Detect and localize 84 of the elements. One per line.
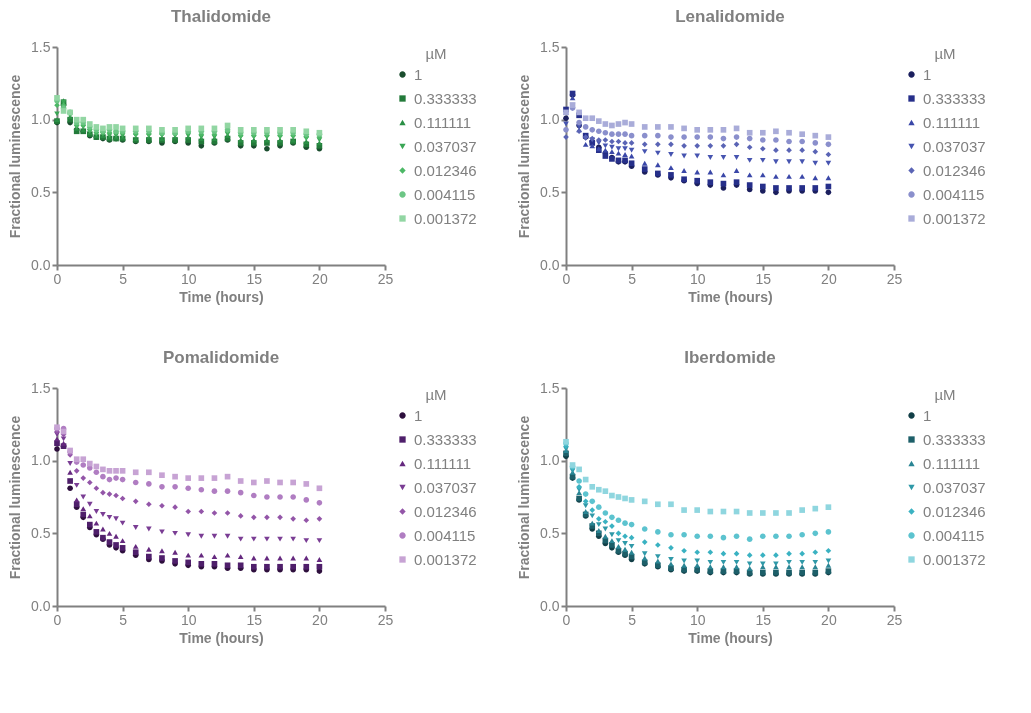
legend-label: 0.012346 <box>923 502 986 520</box>
y-axis-title: Fractional luminescence <box>7 415 24 580</box>
x-tick-label: 10 <box>689 270 706 287</box>
x-tick-label: 25 <box>377 611 394 628</box>
x-tick-label: 0 <box>53 611 62 628</box>
x-tick-label: 0 <box>53 270 62 287</box>
x-tick-label: 20 <box>312 270 328 287</box>
y-tick-label: 0.5 <box>540 524 560 541</box>
y-axis-title: Fractional luminescence <box>516 74 533 239</box>
x-tick-label: 10 <box>180 270 197 287</box>
legend-label: 1 <box>414 65 423 83</box>
y-tick-label: 1.5 <box>31 379 51 396</box>
y-tick-label: 0.5 <box>540 183 560 200</box>
legend-label: 0.012346 <box>414 161 477 179</box>
legend-label: 0.004115 <box>923 526 985 544</box>
legend-label: 0.004115 <box>414 185 476 203</box>
legend-label: 1 <box>923 406 932 424</box>
x-tick-label: 20 <box>821 270 837 287</box>
y-tick-label: 0.5 <box>31 183 51 200</box>
y-tick-label: 0.0 <box>31 256 51 273</box>
x-tick-label: 5 <box>628 270 637 287</box>
x-tick-label: 15 <box>755 270 772 287</box>
x-tick-label: 5 <box>628 611 637 628</box>
x-tick-label: 5 <box>119 611 128 628</box>
legend-label: 0.037037 <box>923 478 986 496</box>
legend-label: 0.004115 <box>923 185 985 203</box>
legend-label: 0.037037 <box>414 478 477 496</box>
y-tick-label: 0.5 <box>31 524 51 541</box>
x-tick-label: 25 <box>886 270 903 287</box>
x-axis-title: Time (hours) <box>179 629 264 646</box>
legend-label: 0.001372 <box>414 209 477 227</box>
y-tick-label: 0.0 <box>540 597 560 614</box>
x-tick-label: 15 <box>246 270 263 287</box>
y-tick-label: 0.0 <box>31 597 51 614</box>
y-axis-title: Fractional luminescence <box>516 415 533 580</box>
x-axis-title: Time (hours) <box>179 288 264 305</box>
chart-title: Thalidomide <box>170 7 272 26</box>
legend-label: 0.333333 <box>923 430 986 448</box>
legend-label: 1 <box>414 406 423 424</box>
x-tick-label: 15 <box>246 611 263 628</box>
x-tick-label: 20 <box>821 611 837 628</box>
legend-label: 0.111111 <box>923 113 980 131</box>
legend-label: 0.001372 <box>923 550 986 568</box>
legend-label: 0.012346 <box>923 161 986 179</box>
legend-label: 0.111111 <box>414 113 471 131</box>
y-tick-label: 0.0 <box>540 256 560 273</box>
legend-label: 0.012346 <box>414 502 477 520</box>
x-tick-label: 0 <box>562 611 571 628</box>
x-tick-label: 20 <box>312 611 328 628</box>
y-tick-label: 1.0 <box>31 111 51 128</box>
x-tick-label: 5 <box>119 270 128 287</box>
chart-title: Lenalidomide <box>675 7 785 26</box>
y-tick-label: 1.5 <box>540 38 560 55</box>
chart-title: Iberdomide <box>684 348 776 367</box>
legend-title: µM <box>425 45 447 62</box>
chart-title: Pomalidomide <box>162 348 280 367</box>
legend-label: 0.037037 <box>414 137 477 155</box>
legend-title: µM <box>934 386 956 403</box>
y-axis-title: Fractional luminescence <box>7 74 24 239</box>
legend-title: µM <box>425 386 447 403</box>
y-tick-label: 1.0 <box>31 452 51 469</box>
x-axis-title: Time (hours) <box>688 629 773 646</box>
legend-label: 1 <box>923 65 932 83</box>
x-tick-label: 10 <box>180 611 197 628</box>
x-tick-label: 0 <box>562 270 571 287</box>
y-tick-label: 1.5 <box>540 379 560 396</box>
legend-label: 0.037037 <box>923 137 986 155</box>
x-axis-title: Time (hours) <box>688 288 773 305</box>
legend-label: 0.333333 <box>923 89 986 107</box>
y-tick-label: 1.0 <box>540 452 560 469</box>
x-tick-label: 25 <box>377 270 394 287</box>
legend-label: 0.004115 <box>414 526 476 544</box>
legend-label: 0.111111 <box>414 454 471 472</box>
x-tick-label: 25 <box>886 611 903 628</box>
x-tick-label: 10 <box>689 611 706 628</box>
legend-title: µM <box>934 45 956 62</box>
y-tick-label: 1.5 <box>31 38 51 55</box>
legend-label: 0.001372 <box>923 209 986 227</box>
legend-label: 0.333333 <box>414 89 477 107</box>
legend-label: 0.333333 <box>414 430 477 448</box>
y-tick-label: 1.0 <box>540 111 560 128</box>
legend-label: 0.111111 <box>923 454 980 472</box>
legend-label: 0.001372 <box>414 550 477 568</box>
x-tick-label: 15 <box>755 611 772 628</box>
